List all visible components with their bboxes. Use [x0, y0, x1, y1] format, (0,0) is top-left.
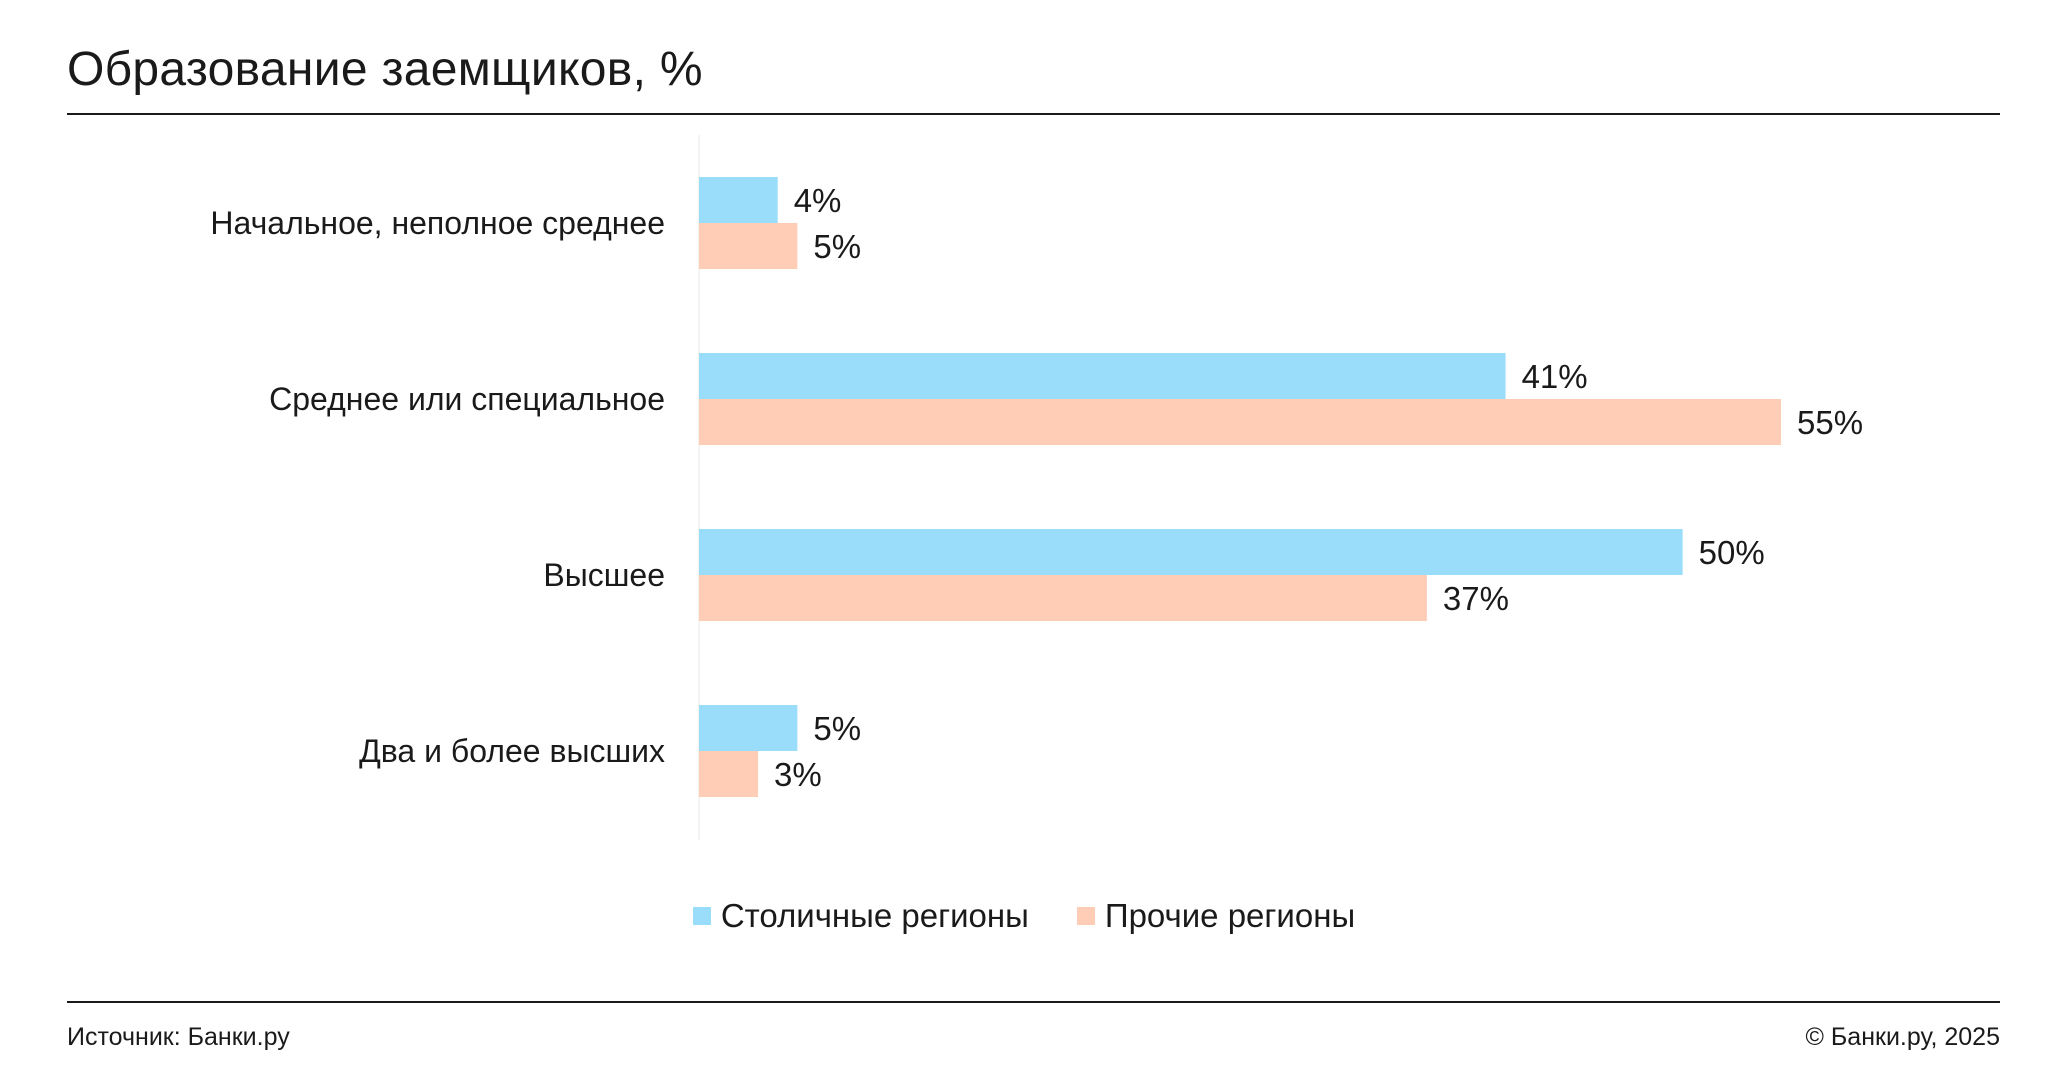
value-label-other: 3% [774, 756, 822, 793]
category-label: Среднее или специальное [269, 381, 665, 417]
category-label: Высшее [543, 557, 665, 593]
legend-label-other: Прочие регионы [1104, 897, 1356, 934]
top-divider [67, 113, 2000, 115]
legend-label-capital: Столичные регионы [720, 897, 1029, 934]
category-label: Начальное, неполное среднее [210, 205, 665, 241]
legend: Столичные регионы Прочие регионы [0, 897, 2048, 935]
bottom-divider [67, 1001, 2000, 1003]
bar-other [699, 399, 1781, 445]
copyright-note: © Банки.ру, 2025 [1805, 1023, 2000, 1051]
bar-capital [699, 705, 798, 751]
value-label-other: 55% [1797, 404, 1863, 441]
value-label-capital: 4% [794, 182, 842, 219]
bar-other [699, 223, 798, 269]
source-note: Источник: Банки.ру [67, 1023, 290, 1051]
legend-swatch-other [1076, 907, 1095, 925]
bar-other [699, 751, 759, 797]
bar-capital [699, 529, 1683, 575]
category-label: Два и более высших [359, 733, 665, 769]
value-label-capital: 5% [813, 710, 861, 747]
bar-capital [699, 353, 1506, 399]
legend-swatch-capital [692, 907, 711, 925]
value-label-other: 37% [1443, 580, 1509, 617]
value-label-capital: 41% [1522, 358, 1588, 395]
legend-item-other: Прочие регионы [1076, 897, 1356, 935]
value-label-other: 5% [813, 228, 861, 265]
bar-other [699, 575, 1427, 621]
bar-capital [699, 177, 778, 223]
legend-item-capital: Столичные регионы [692, 897, 1029, 935]
chart-title: Образование заемщиков, % [67, 43, 703, 96]
value-label-capital: 50% [1699, 534, 1765, 571]
